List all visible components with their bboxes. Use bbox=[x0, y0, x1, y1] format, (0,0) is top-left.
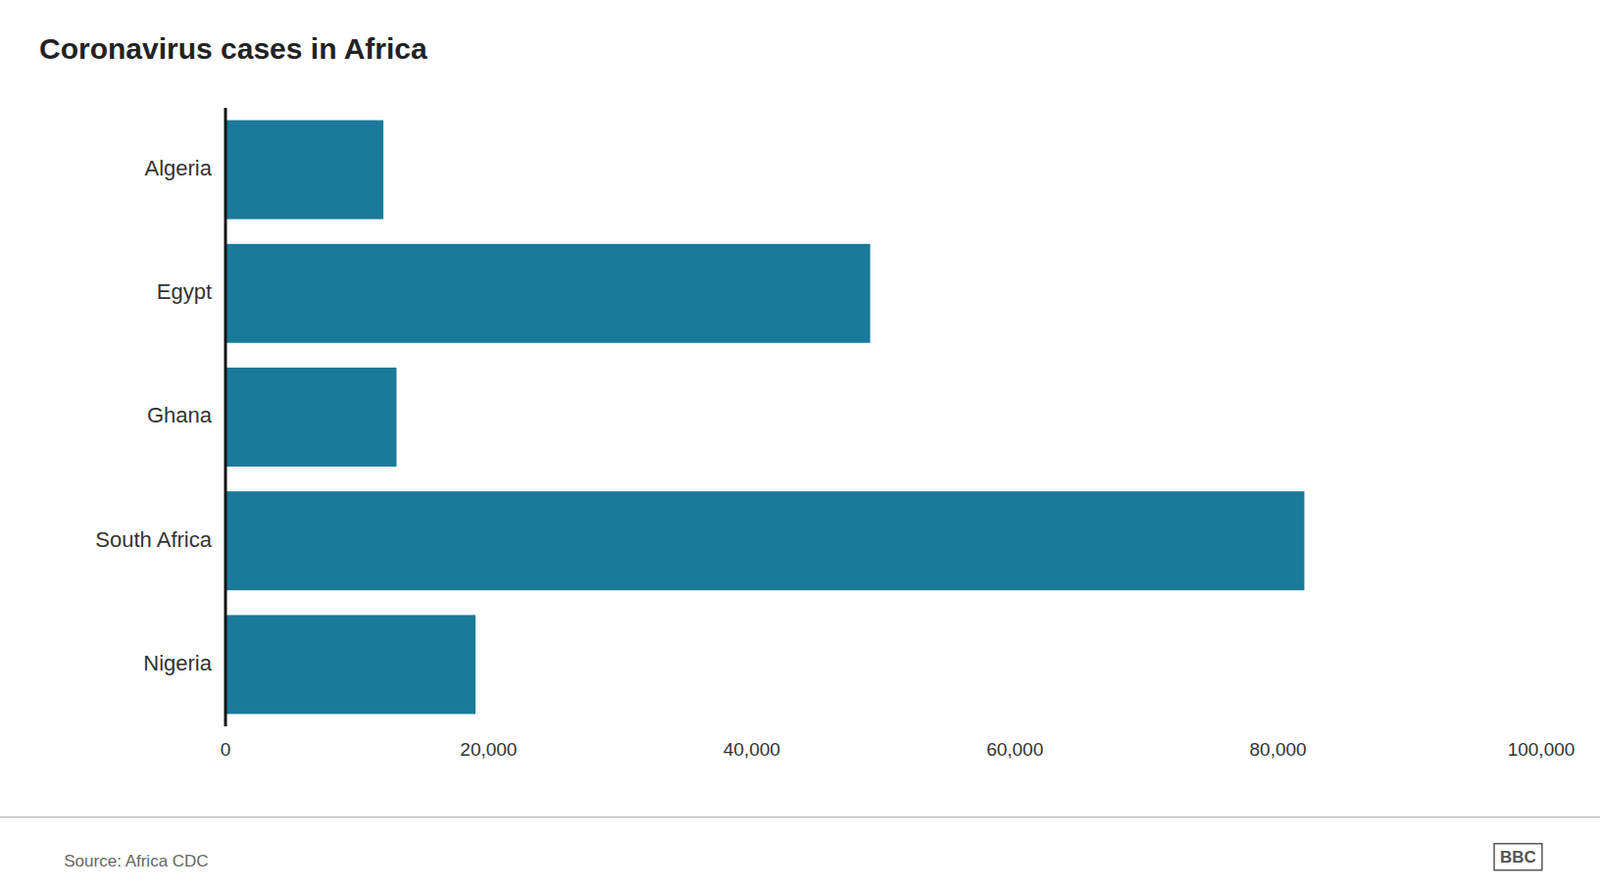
bar bbox=[225, 244, 871, 344]
category-label: Algeria bbox=[145, 155, 213, 181]
bar bbox=[225, 614, 476, 714]
x-tick-label: 80,000 bbox=[1250, 739, 1307, 760]
title: Coronavirus cases in Africa bbox=[39, 32, 428, 65]
x-tick-label: 20,000 bbox=[459, 739, 517, 760]
bar bbox=[225, 491, 1304, 591]
x-tick-label: 100,000 bbox=[1507, 739, 1576, 760]
source-text: Source: Africa CDC bbox=[63, 851, 208, 871]
logo-box bbox=[1494, 844, 1543, 871]
category-label: Ghana bbox=[147, 402, 213, 428]
footer-separator bbox=[0, 816, 1600, 818]
chart-container: Coronavirus cases in Africa Algeria Egypt G… bbox=[0, 0, 1600, 893]
logo-text: BBC bbox=[1500, 848, 1537, 867]
category-label: Egypt bbox=[156, 279, 212, 304]
bar bbox=[225, 367, 397, 467]
x-tick-label: 40,000 bbox=[723, 739, 781, 760]
category-label: South Africa bbox=[95, 527, 212, 552]
x-tick-label: 60,000 bbox=[986, 739, 1044, 760]
x-tick-label: 0 bbox=[220, 739, 232, 760]
category-label: Nigeria bbox=[143, 650, 212, 676]
background bbox=[0, 0, 1600, 893]
bars bbox=[225, 120, 1304, 715]
bar bbox=[225, 120, 384, 220]
chart-svg: Coronavirus cases in Africa Algeria Egypt G… bbox=[0, 0, 1600, 893]
y-axis-line bbox=[224, 107, 228, 727]
